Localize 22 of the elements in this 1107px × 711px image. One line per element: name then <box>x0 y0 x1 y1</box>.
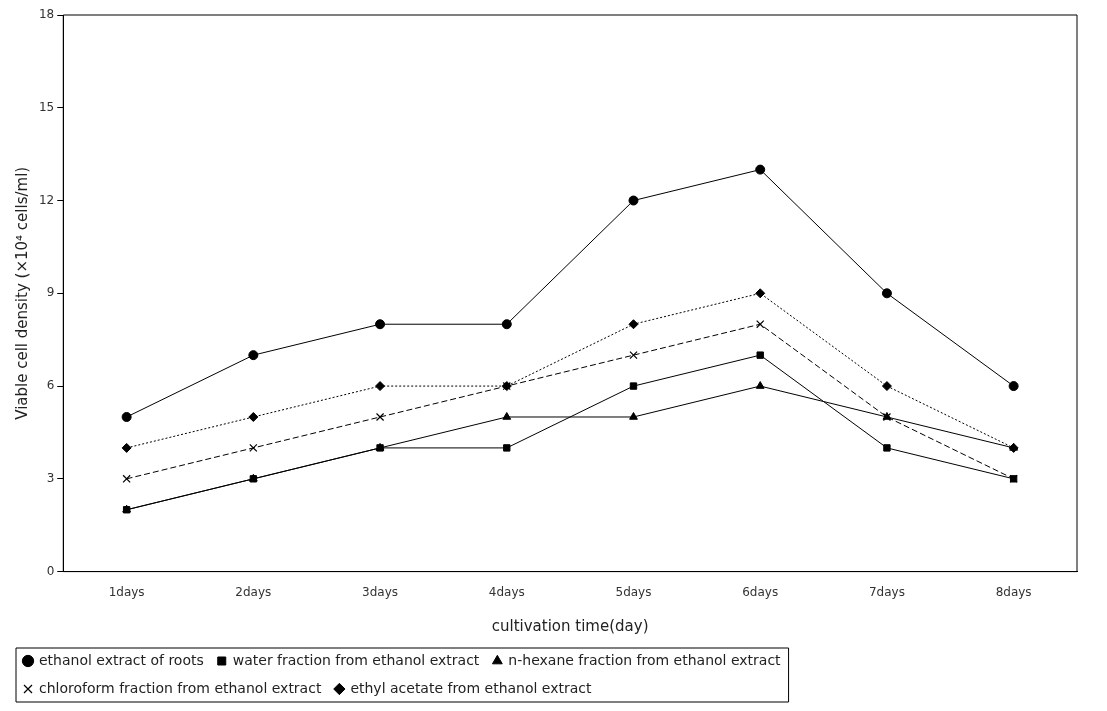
x-tick-label: 5days <box>615 584 652 599</box>
y-tick-label: 6 <box>46 378 55 393</box>
legend-label: ethanol extract of roots <box>39 651 204 668</box>
x-tick-label: 2days <box>235 584 272 599</box>
y-axis-title: Viable cell density (×10⁴ cells/ml) <box>12 166 31 420</box>
x-tick-label: 1days <box>108 584 145 599</box>
y-tick-label: 3 <box>46 470 55 485</box>
y-tick-label: 12 <box>38 192 55 207</box>
x-tick-label: 7days <box>868 584 905 599</box>
y-tick-label: 0 <box>46 563 55 578</box>
legend-label: ethyl acetate from ethanol extract <box>350 679 593 696</box>
x-tick-label: 8days <box>995 584 1032 599</box>
y-tick-label: 15 <box>38 99 55 114</box>
x-tick-label: 4days <box>488 584 525 599</box>
y-tick-label: 9 <box>46 285 55 300</box>
x-axis-title: cultivation time(day) <box>491 616 649 635</box>
legend-label: chloroform fraction from ethanol extract <box>39 679 322 696</box>
x-tick-label: 6days <box>742 584 779 599</box>
legend-label: n-hexane fraction from ethanol extract <box>508 651 782 668</box>
y-tick-label: 18 <box>38 7 55 22</box>
legend-label: water fraction from ethanol extract <box>232 651 480 668</box>
x-tick-label: 3days <box>362 584 399 599</box>
